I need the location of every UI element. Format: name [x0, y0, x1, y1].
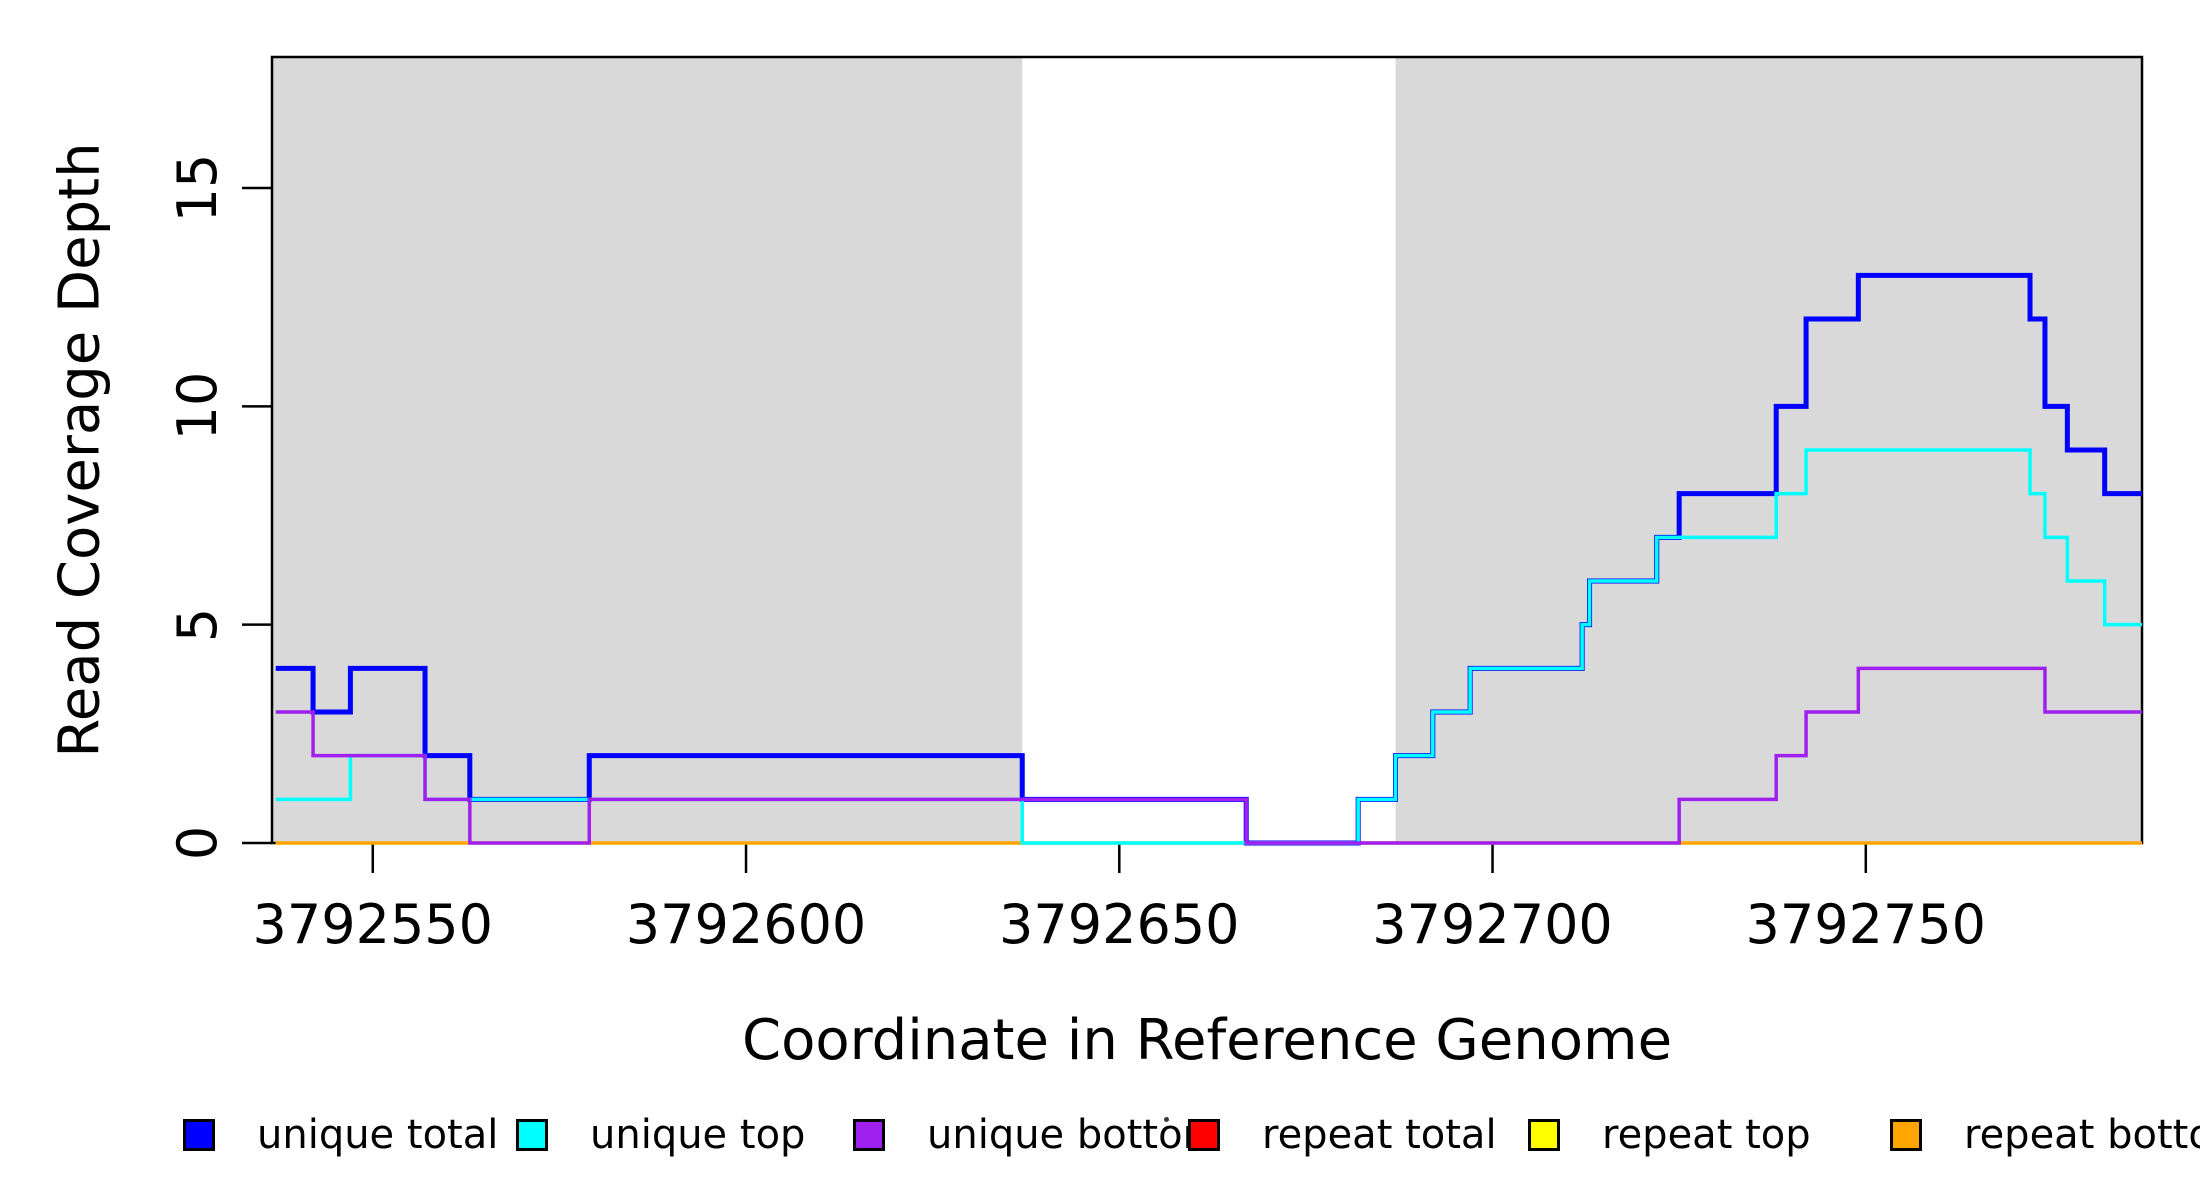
legend-item-unique-top: unique top — [516, 1112, 806, 1158]
legend-swatch-icon — [1188, 1119, 1220, 1151]
legend-label: repeat top — [1602, 1112, 1811, 1158]
legend-item-repeat-top: repeat top — [1528, 1112, 1811, 1158]
x-axis-title: Coordinate in Reference Genome — [741, 1008, 1673, 1073]
legend-item-repeat-bottom: repeat bottom — [1890, 1112, 2200, 1158]
y-tick-label: 15 — [166, 153, 229, 223]
legend-swatch-icon — [853, 1119, 885, 1151]
x-tick-label: 3792650 — [999, 893, 1240, 956]
legend-item-unique-total: unique total — [183, 1112, 499, 1158]
left-gray-region — [272, 57, 1023, 843]
legend-label: unique top — [590, 1112, 806, 1158]
series-unique-top — [275, 448, 2142, 845]
legend-item-repeat-total: repeat total — [1188, 1112, 1497, 1158]
x-tick-label: 3792600 — [625, 893, 867, 956]
legend-label: repeat total — [1262, 1112, 1497, 1158]
x-tick-label: 3792750 — [1745, 893, 1987, 956]
legend-swatch-icon — [1528, 1119, 1560, 1151]
y-tick-label: 5 — [166, 607, 229, 642]
series-unique-bottom — [275, 666, 2142, 845]
y-tick-label: 10 — [166, 371, 229, 441]
series-group — [275, 272, 2142, 846]
legend-item-unique-bottom: unique bottom — [853, 1112, 1222, 1158]
legend-label: unique total — [257, 1112, 499, 1158]
x-tick-label: 3792700 — [1372, 893, 1613, 956]
y-axis-title: Read Coverage Depth — [47, 142, 113, 758]
x-tick-label: 3792550 — [252, 893, 494, 956]
legend-swatch-icon — [1890, 1119, 1922, 1151]
y-tick-label: 0 — [166, 825, 229, 861]
legend-label: unique bottom — [927, 1112, 1222, 1158]
legend-swatch-icon — [516, 1119, 548, 1151]
legend-label: repeat bottom — [1964, 1112, 2200, 1158]
legend-swatch-icon — [183, 1119, 215, 1151]
stray-dot-artifact — [1164, 1117, 1169, 1122]
